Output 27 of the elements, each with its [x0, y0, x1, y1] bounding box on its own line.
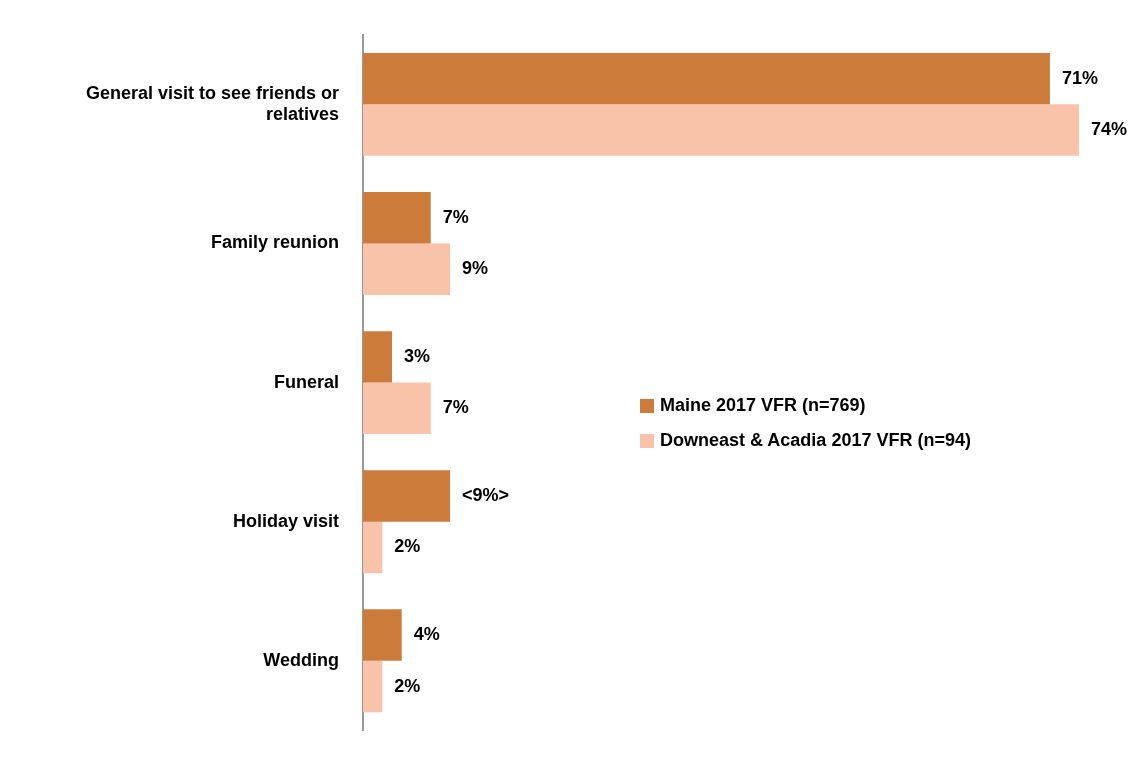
bar — [363, 52, 1050, 105]
data-label: 7% — [442, 397, 469, 418]
data-label: <9%> — [462, 484, 510, 505]
legend-label: Maine 2017 VFR (n=769) — [660, 395, 866, 416]
y-tick-label: General visit to see friends or relatives — [85, 82, 339, 125]
bar — [363, 609, 402, 661]
y-tick-label: Holiday visit — [232, 510, 340, 531]
data-label: 4% — [413, 624, 440, 645]
data-label: 74% — [1090, 119, 1127, 140]
data-label: 71% — [1061, 67, 1098, 88]
bar — [363, 192, 431, 244]
data-label: 3% — [404, 345, 431, 366]
bar — [363, 243, 451, 295]
legend-label: Downeast & Acadia 2017 VFR (n=94) — [660, 430, 971, 451]
bar — [363, 521, 383, 574]
data-label: 2% — [394, 536, 421, 557]
bar — [363, 470, 451, 522]
data-label: 9% — [462, 258, 489, 279]
data-label: 2% — [394, 675, 421, 696]
y-tick-label: Wedding — [263, 649, 339, 670]
bar — [363, 660, 383, 713]
bar — [363, 104, 1079, 156]
y-tick-label: Funeral — [273, 371, 339, 392]
bar — [363, 382, 431, 435]
y-tick-label: Family reunion — [210, 232, 339, 253]
data-label: 7% — [442, 206, 469, 227]
bar — [363, 331, 393, 383]
